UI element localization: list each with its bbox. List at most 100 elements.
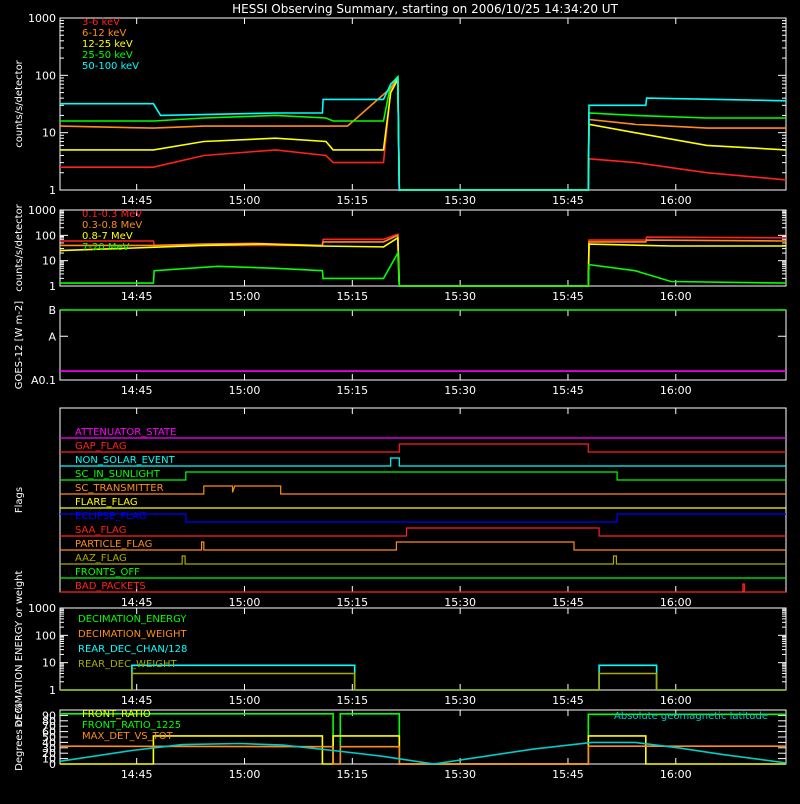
flag-label: SAA_FLAG — [75, 525, 126, 536]
y-tick-label: B — [48, 304, 56, 317]
series-line — [60, 250, 787, 287]
y-tick-label: 10 — [42, 255, 56, 268]
x-tick-label: 15:30 — [444, 384, 476, 397]
panel-6: 14:45 15:00 15:15 15:30 15:45 16:00 0102030405… — [14, 703, 787, 781]
x-tick-label: 15:45 — [552, 384, 584, 397]
y-tick-label: 10 — [42, 127, 56, 140]
legend-entry: DECIMATION_WEIGHT — [78, 629, 187, 640]
x-tick-label: 15:00 — [229, 596, 261, 609]
legend-entry: REAR_DEC_WEIGHT — [78, 659, 177, 670]
annotation-label: Absolute geomagnetic latitude — [614, 711, 768, 722]
y-tick-label: 1000 — [28, 204, 56, 217]
x-tick-label: 14:45 — [121, 596, 153, 609]
x-tick-label: 14:45 — [121, 384, 153, 397]
y-tick-label: 1000 — [28, 602, 56, 615]
y-tick-label: 70 — [42, 720, 56, 733]
y-tick-label: A0.1 — [31, 374, 56, 387]
legend-entry: 0.3-0.8 MeV — [82, 220, 142, 231]
flag-line — [60, 513, 786, 523]
flag-line — [60, 555, 786, 565]
y-tick-label: 100 — [35, 229, 56, 242]
x-tick-label: 15:30 — [444, 290, 476, 303]
chart-title: HESSI Observing Summary, starting on 200… — [232, 2, 618, 16]
x-tick-label: 15:30 — [444, 694, 476, 707]
flag-label: SC_TRANSMITTER — [75, 483, 164, 494]
x-tick-label: 14:45 — [121, 290, 153, 303]
x-tick-label: 15:15 — [336, 290, 368, 303]
flag-line — [60, 541, 786, 551]
series-line — [60, 735, 786, 765]
flag-line — [60, 471, 786, 481]
flag-line — [60, 527, 786, 537]
y-tick-label: 40 — [42, 736, 56, 749]
x-tick-label: 15:00 — [229, 384, 261, 397]
y-axis-label: DECIMATION ENERGY or weight — [14, 570, 25, 727]
flag-label: ATTENUATOR_STATE — [75, 427, 176, 438]
panel-frame — [59, 309, 787, 381]
x-tick-label: 15:00 — [229, 694, 261, 707]
legend-entry: 50-100 keV — [82, 61, 139, 72]
y-axis-label: Flags — [14, 487, 25, 513]
flag-label: NON_SOLAR_EVENT — [75, 455, 176, 466]
y-tick-label: 100 — [35, 69, 56, 82]
x-tick-label: 15:00 — [229, 768, 261, 781]
panel-frame — [59, 209, 787, 287]
x-tick-label: 15:30 — [444, 596, 476, 609]
x-tick-label: 16:00 — [660, 194, 692, 207]
legend-entry: MAX_DET_VS_TOT — [82, 731, 174, 742]
x-tick-label: 15:15 — [336, 694, 368, 707]
legend-entry: 12-25 keV — [82, 39, 133, 50]
y-tick-label: 10 — [42, 657, 56, 670]
legend-entry: 7-20 MeV — [82, 242, 130, 253]
legend-entry: FRONT_RATIO_1225 — [82, 720, 181, 731]
y-tick-label: 1 — [49, 684, 56, 697]
flag-label: FRONTS_OFF — [75, 567, 140, 578]
x-tick-label: 16:00 — [660, 596, 692, 609]
series-line — [60, 74, 786, 191]
y-tick-label: 10 — [42, 753, 56, 766]
y-tick-label: 1000 — [28, 12, 56, 25]
x-tick-label: 15:45 — [552, 194, 584, 207]
y-axis-label: GOES-12 [W m-2] — [14, 301, 25, 389]
flag-line — [60, 457, 786, 467]
x-tick-label: 16:00 — [660, 768, 692, 781]
y-tick-label: 0 — [49, 758, 56, 771]
flag-label: BAD_PACKETS — [75, 581, 146, 592]
panel-3: 14:45 15:00 15:15 15:30 15:45 16:00 A0.1 AB GOES… — [14, 301, 787, 397]
series-line — [59, 236, 786, 287]
series-line — [60, 233, 787, 287]
series-line — [60, 75, 787, 191]
x-tick-label: 15:15 — [336, 384, 368, 397]
series-line — [60, 76, 787, 191]
x-tick-label: 14:45 — [121, 194, 153, 207]
x-tick-label: 15:30 — [444, 194, 476, 207]
x-tick-label: 16:00 — [660, 384, 692, 397]
y-tick-label: 90 — [42, 709, 56, 722]
x-tick-label: 15:15 — [336, 194, 368, 207]
flag-label: AAZ_FLAG — [75, 553, 127, 564]
y-tick-label: 50 — [42, 731, 56, 744]
flag-label: FLARE_FLAG — [75, 497, 138, 508]
x-tick-label: 15:30 — [444, 768, 476, 781]
x-tick-label: 14:45 — [121, 694, 153, 707]
panel-2: 14:45 15:00 15:15 15:30 15:45 16:00 1 10 100 1000… — [14, 203, 787, 303]
x-tick-label: 15:45 — [552, 290, 584, 303]
series-line — [59, 75, 786, 191]
flag-line — [60, 443, 786, 453]
x-tick-label: 15:15 — [336, 768, 368, 781]
y-tick-label: A — [48, 330, 56, 343]
y-tick-label: 80 — [42, 715, 56, 728]
legend-entry: 25-50 keV — [82, 50, 133, 61]
y-tick-label: 20 — [42, 747, 56, 760]
x-tick-label: 16:00 — [660, 290, 692, 303]
series-line — [60, 76, 787, 191]
series-line — [59, 741, 787, 765]
x-tick-label: 15:45 — [552, 768, 584, 781]
x-tick-label: 15:00 — [229, 290, 261, 303]
series-line — [59, 745, 786, 765]
y-tick-label: 1 — [49, 184, 56, 197]
flag-label: GAP_FLAG — [75, 441, 127, 452]
x-tick-label: 15:15 — [336, 596, 368, 609]
